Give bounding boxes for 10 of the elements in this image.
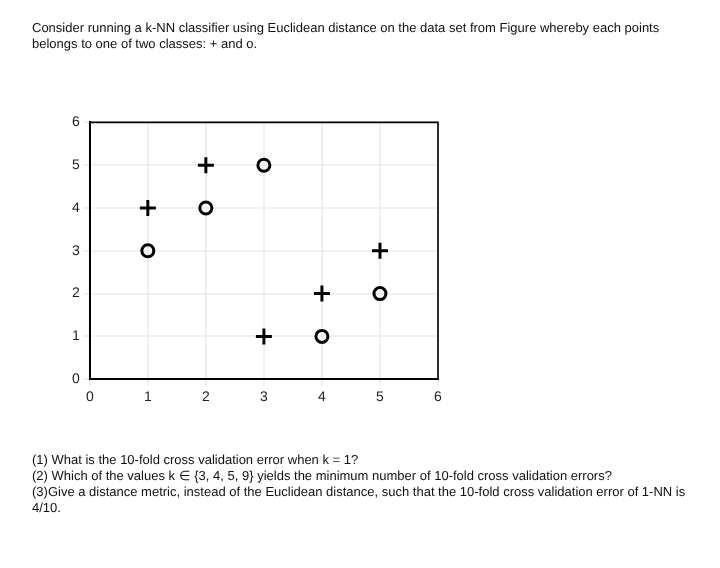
point	[196, 155, 216, 175]
point	[372, 286, 388, 302]
point	[254, 326, 274, 346]
point	[256, 157, 272, 173]
point	[140, 243, 156, 259]
point	[198, 200, 214, 216]
point	[314, 328, 330, 344]
point	[138, 198, 158, 218]
point	[312, 284, 332, 304]
point	[370, 241, 390, 261]
